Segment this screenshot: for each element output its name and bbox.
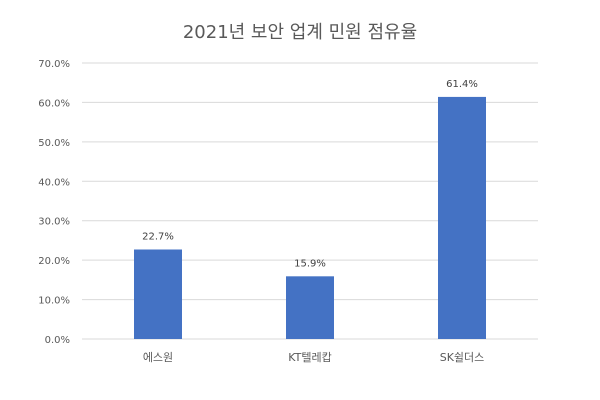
y-tick-label: 70.0% [38, 59, 70, 70]
bar [134, 249, 182, 339]
x-tick-label: 에스원 [143, 351, 173, 364]
y-tick-label: 60.0% [38, 98, 70, 109]
x-tick-label: SK쉴더스 [440, 351, 485, 364]
y-tick-label: 20.0% [38, 256, 70, 267]
data-label: 61.4% [446, 79, 478, 90]
y-tick-label: 50.0% [38, 138, 70, 149]
bar [438, 96, 486, 339]
x-tick-label: KT텔레캅 [288, 351, 331, 364]
data-label: 22.7% [142, 231, 174, 242]
y-tick-label: 30.0% [38, 217, 70, 228]
chart-title: 2021년 보안 업계 민원 점유율 [182, 22, 418, 43]
data-label: 15.9% [294, 258, 326, 269]
y-tick-label: 10.0% [38, 296, 70, 307]
y-tick-label: 40.0% [38, 177, 70, 188]
y-tick-label: 0.0% [45, 335, 70, 346]
bar [286, 276, 334, 339]
